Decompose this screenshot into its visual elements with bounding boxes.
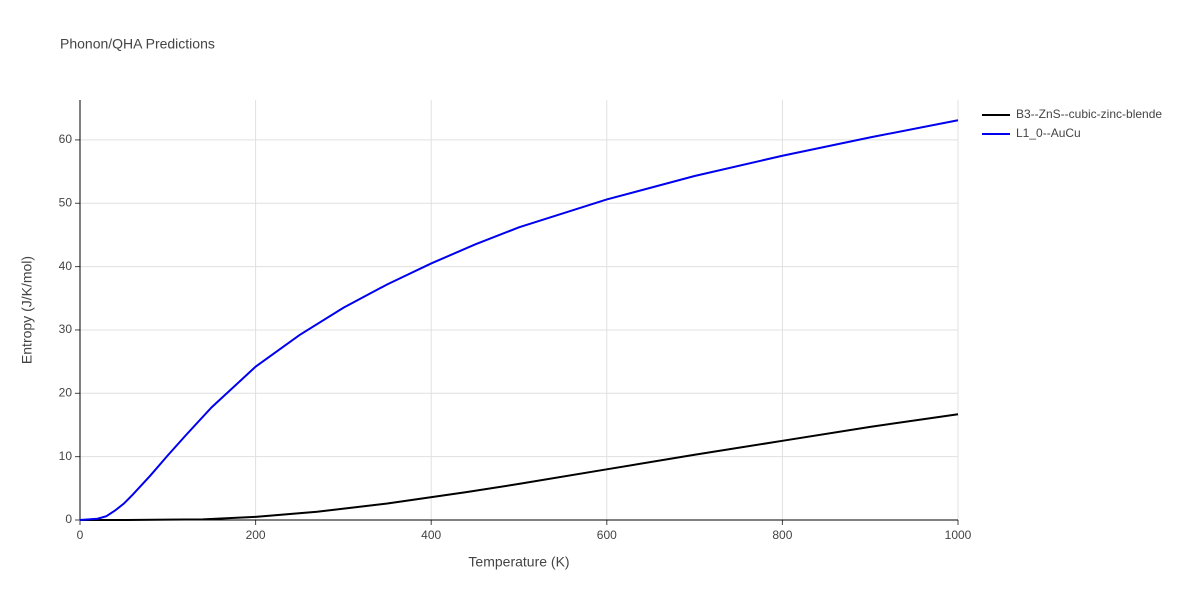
x-tick-label: 400	[421, 528, 441, 542]
y-axis-title: Entropy (J/K/mol)	[19, 256, 35, 364]
y-tick-label: 60	[59, 132, 73, 146]
y-tick-label: 30	[59, 322, 73, 336]
y-tick-label: 10	[59, 449, 73, 463]
x-tick-label: 1000	[945, 528, 972, 542]
y-tick-label: 0	[65, 512, 72, 526]
y-tick-label: 20	[59, 385, 73, 399]
legend-label: L1_0--AuCu	[1016, 126, 1081, 140]
line-series	[79, 119, 959, 521]
line-series	[80, 413, 959, 521]
x-tick-label: 600	[597, 528, 617, 542]
x-tick-label: 800	[772, 528, 792, 542]
x-tick-label: 200	[246, 528, 266, 542]
x-axis-title: Temperature (K)	[468, 554, 569, 570]
x-tick-label: 0	[77, 528, 84, 542]
legend-label: B3--ZnS--cubic-zinc-blende	[1016, 107, 1162, 121]
y-tick-label: 40	[59, 259, 73, 273]
y-tick-label: 50	[59, 195, 73, 209]
chart-title: Phonon/QHA Predictions	[60, 36, 215, 52]
